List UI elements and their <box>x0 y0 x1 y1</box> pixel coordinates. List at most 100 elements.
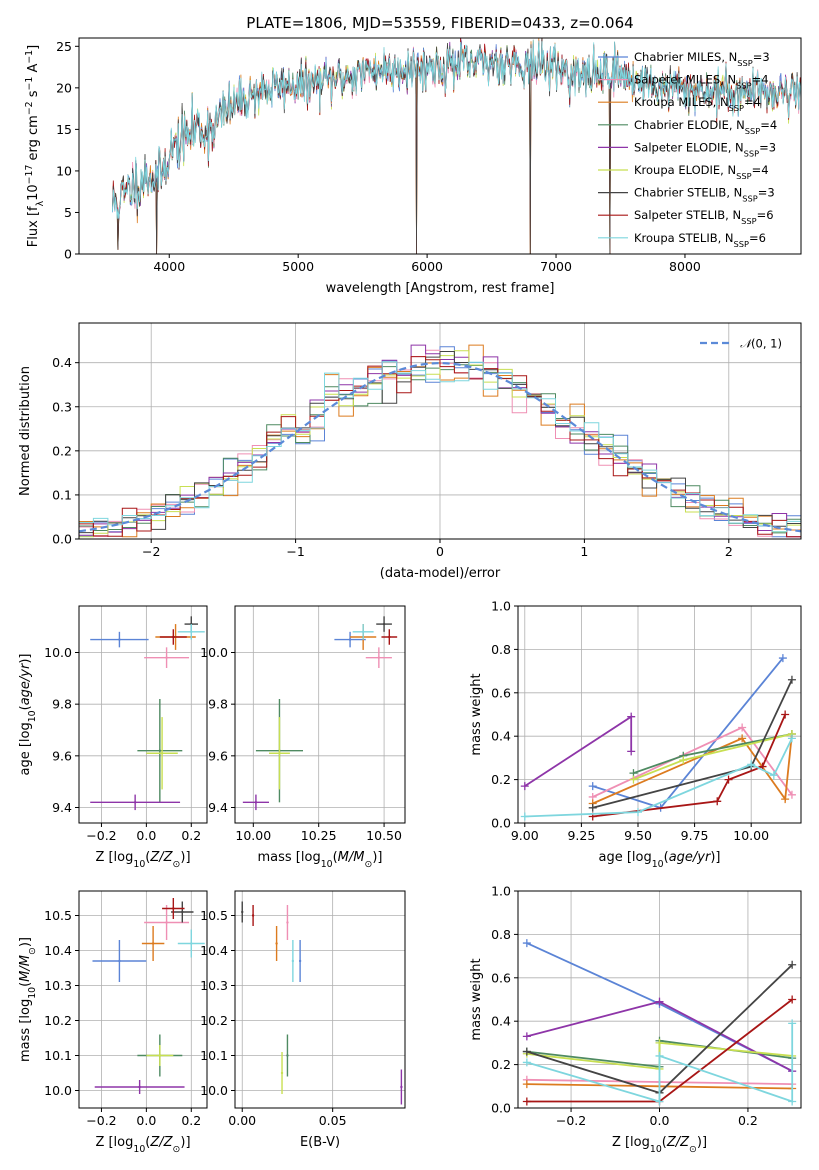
y-tick-label: 0.1 <box>52 487 72 502</box>
weight-marker-kroupa_elodie <box>679 756 688 765</box>
y-tick-label: 0.0 <box>52 532 72 547</box>
y-tick-label: 20 <box>56 80 72 95</box>
plot-area <box>522 939 797 1106</box>
x-tick-label: 0.0 <box>136 1113 156 1128</box>
y-tick-label: 0.0 <box>491 1101 511 1116</box>
weight-marker-chabrier_stelib <box>588 803 597 812</box>
point-chabrier_elodie <box>286 1054 289 1057</box>
weight-marker-salpeter_miles <box>787 790 796 799</box>
point-salpeter_stelib <box>251 914 255 917</box>
x-tick-label: 9.25 <box>567 828 595 843</box>
weight-marker-salpeter_elodie <box>520 782 529 791</box>
y-tick-label: 9.4 <box>208 800 228 815</box>
weight-marker-salpeter_stelib <box>781 710 790 719</box>
x-tick-label: −2 <box>142 544 160 559</box>
x-tick-label: −0.2 <box>556 1113 586 1128</box>
y-tick-label: 0.6 <box>491 685 511 700</box>
y-tick-label: 10.5 <box>44 908 72 923</box>
y-tick-label: 10.3 <box>200 978 228 993</box>
weight-marker-kroupa_stelib <box>520 812 529 821</box>
x-tick-label: 9.00 <box>511 828 539 843</box>
x-axis-label: Z [log10(Z/Z⊙)] <box>95 850 190 870</box>
histogram-chabrier_stelib <box>79 351 801 539</box>
weight-marker-kroupa_stelib <box>522 1058 531 1067</box>
x-tick-label: 0.05 <box>319 1113 347 1128</box>
axes-frame <box>234 890 406 1109</box>
y-tick-label: 10.4 <box>200 943 228 958</box>
point-chabrier_stelib <box>181 910 184 914</box>
x-tick-label: 4000 <box>153 259 185 274</box>
legend-label: Kroupa STELIB, NSSP=6 <box>634 231 766 249</box>
point-chabrier_elodie <box>158 749 162 752</box>
y-tick-label: 0.2 <box>491 772 511 787</box>
x-tick-label: 2 <box>725 544 733 559</box>
x-tick-label: 0.2 <box>181 1113 201 1128</box>
y-tick-label: 0.0 <box>491 816 511 831</box>
point-salpeter_stelib <box>172 907 175 910</box>
point-salpeter_elodie <box>133 801 137 804</box>
weight-line-salpeter_elodie <box>524 715 633 787</box>
y-axis-label: mass weight <box>469 958 484 1040</box>
weight-marker-kroupa_elodie <box>655 1038 664 1047</box>
legend-label: Chabrier STELIB, NSSP=3 <box>634 186 775 204</box>
plot-area <box>112 38 801 254</box>
x-tick-label: −0.2 <box>86 1113 116 1128</box>
weight-marker-salpeter_elodie <box>627 747 636 756</box>
plot-area <box>241 901 403 1105</box>
point-salpeter_miles <box>165 921 168 924</box>
y-tick-label: 1.0 <box>491 599 511 614</box>
figure-title: PLATE=1806, MJD=53559, FIBERID=0433, z=0… <box>246 14 633 32</box>
point-salpeter_elodie <box>400 1085 403 1089</box>
weight-marker-chabrier_stelib <box>522 1047 531 1056</box>
x-tick-label: 0.2 <box>181 828 201 843</box>
weight-marker-kroupa_stelib <box>633 808 642 817</box>
y-tick-label: 9.8 <box>52 697 72 712</box>
y-tick-label: 1.0 <box>491 884 511 899</box>
point-kroupa_stelib <box>190 630 193 634</box>
point-kroupa_stelib <box>291 959 295 963</box>
weight-marker-kroupa_stelib <box>788 1019 797 1028</box>
y-tick-label: 0.4 <box>491 1014 511 1029</box>
weight-marker-kroupa_stelib <box>787 734 796 743</box>
weight-marker-kroupa_miles <box>522 1080 531 1089</box>
y-tick-label: 10.2 <box>44 1013 72 1028</box>
point-chabrier_stelib <box>241 910 244 914</box>
x-axis-label: age [log10(age/yr)] <box>598 850 720 870</box>
weight-marker-kroupa_elodie <box>629 775 638 784</box>
legend-label: 𝒩(0, 1) <box>740 337 782 351</box>
y-tick-label: 0.4 <box>491 729 511 744</box>
plot-area <box>520 654 796 821</box>
point-salpeter_miles <box>377 656 381 659</box>
x-axis-label: wavelength [Angstrom, rest frame] <box>326 281 555 296</box>
weight-marker-chabrier_stelib <box>788 960 797 969</box>
point-chabrier_miles <box>348 638 352 641</box>
y-tick-label: 5 <box>64 205 72 220</box>
gaussian-reference-curve <box>79 361 801 533</box>
weight-line-chabrier_miles <box>592 657 784 809</box>
x-tick-label: −0.2 <box>86 828 116 843</box>
x-tick-label: 9.50 <box>624 828 652 843</box>
figure-panels: 4000 5000 6000 7000 80000510152025wavelength… <box>18 37 802 1155</box>
y-tick-label: 0.3 <box>52 399 72 414</box>
weight-marker-chabrier_miles <box>522 939 531 948</box>
point-salpeter_miles <box>286 921 289 924</box>
x-tick-label: 7000 <box>540 259 572 274</box>
point-chabrier_stelib <box>382 622 386 626</box>
y-tick-label: 0.6 <box>491 970 511 985</box>
plot-area <box>92 898 205 1094</box>
y-tick-label: 10.0 <box>44 645 72 660</box>
x-tick-label: 0.0 <box>136 828 156 843</box>
point-kroupa_miles <box>151 942 155 945</box>
weight-line-kroupa_stelib <box>524 738 793 818</box>
y-tick-label: 9.6 <box>52 748 72 763</box>
y-axis-label: mass weight <box>469 673 484 755</box>
legend-label: Chabrier ELODIE, NSSP=4 <box>634 118 777 136</box>
y-tick-label: 0.4 <box>52 355 72 370</box>
y-axis-label: mass [log10(M/M⊙)] <box>18 937 38 1062</box>
y-axis-label: age [log10(age/yr)] <box>18 653 38 775</box>
panel-age_vs_mass: 10.00 10.25 10.50 9.4 9.6 9.8 10.0 mass [log10(… <box>200 605 406 870</box>
x-tick-label: 0 <box>436 544 444 559</box>
x-axis-label: Z [log10(Z/Z⊙)] <box>612 1135 707 1155</box>
y-tick-label: 10.4 <box>44 943 72 958</box>
x-axis-label: Z [log10(Z/Z⊙)] <box>95 1135 190 1155</box>
